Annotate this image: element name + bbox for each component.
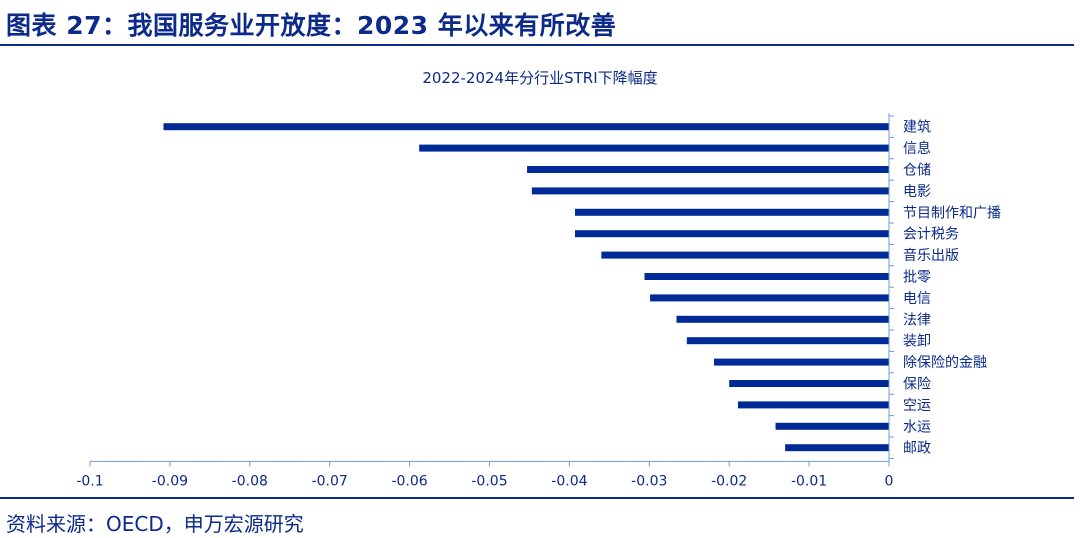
category-label: 电影: [903, 184, 931, 200]
x-tick-label: -0.03: [631, 473, 667, 489]
bar: [419, 144, 889, 152]
category-label: 水运: [903, 419, 931, 435]
x-axis-ticks: -0.1 -0.09 -0.08 -0.07 -0.06 -0.05 -0.04 -0.03 -…: [76, 461, 893, 489]
category-label: 电信: [903, 291, 931, 307]
category-label: 保险: [903, 377, 931, 393]
bar: [729, 380, 889, 387]
bar: [775, 422, 889, 430]
bar-chart: 2022-2024年分行业STRI下降幅度 -0.1 -0.09 -0.08 -0.0…: [76, 69, 1001, 489]
x-tick-label: -0.1: [76, 473, 103, 489]
bar: [737, 401, 889, 409]
bar: [601, 251, 889, 259]
bar: [527, 166, 889, 173]
bar: [574, 208, 889, 216]
x-tick-label: -0.02: [711, 473, 747, 489]
bars-group: [163, 123, 889, 452]
x-tick-label: 0: [885, 473, 894, 489]
category-label: 信息: [903, 140, 931, 157]
category-label: 除保险的金融: [903, 355, 987, 371]
category-label: 批零: [903, 270, 931, 286]
bar: [650, 294, 889, 302]
x-tick-label: -0.01: [791, 473, 827, 489]
category-label: 邮政: [903, 441, 931, 457]
bar: [686, 337, 889, 345]
category-label: 空运: [903, 398, 931, 414]
bar: [644, 273, 889, 280]
category-label: 建筑: [903, 120, 931, 136]
x-tick-label: -0.04: [551, 473, 587, 489]
category-label: 会计税务: [903, 227, 959, 243]
x-tick-label: -0.08: [232, 473, 268, 489]
category-labels: 建筑信息仓储电影节目制作和广播会计税务音乐出版批零电信法律装卸除保险的金融保险空…: [889, 115, 1001, 459]
source-divider: [0, 497, 1074, 499]
bar: [785, 444, 889, 452]
bar: [574, 230, 889, 238]
bar: [714, 358, 889, 366]
x-tick-label: -0.09: [152, 473, 188, 489]
title-divider: [0, 44, 1074, 46]
category-label: 节目制作和广播: [903, 205, 1001, 221]
x-tick-label: -0.07: [312, 473, 348, 489]
chart-title: 2022-2024年分行业STRI下降幅度: [422, 69, 657, 87]
category-label: 仓储: [903, 163, 931, 179]
x-tick-label: -0.05: [471, 473, 507, 489]
bar: [163, 123, 889, 131]
x-tick-label: -0.06: [391, 473, 427, 489]
figure-title: 图表 27：我国服务业开放度：2023 年以来有所改善: [6, 11, 617, 40]
source-note: 资料来源：OECD，申万宏源研究: [6, 512, 304, 536]
bar: [531, 187, 889, 195]
category-label: 装卸: [903, 334, 931, 350]
category-label: 音乐出版: [903, 247, 959, 264]
bar: [676, 315, 889, 323]
category-label: 法律: [903, 312, 931, 328]
